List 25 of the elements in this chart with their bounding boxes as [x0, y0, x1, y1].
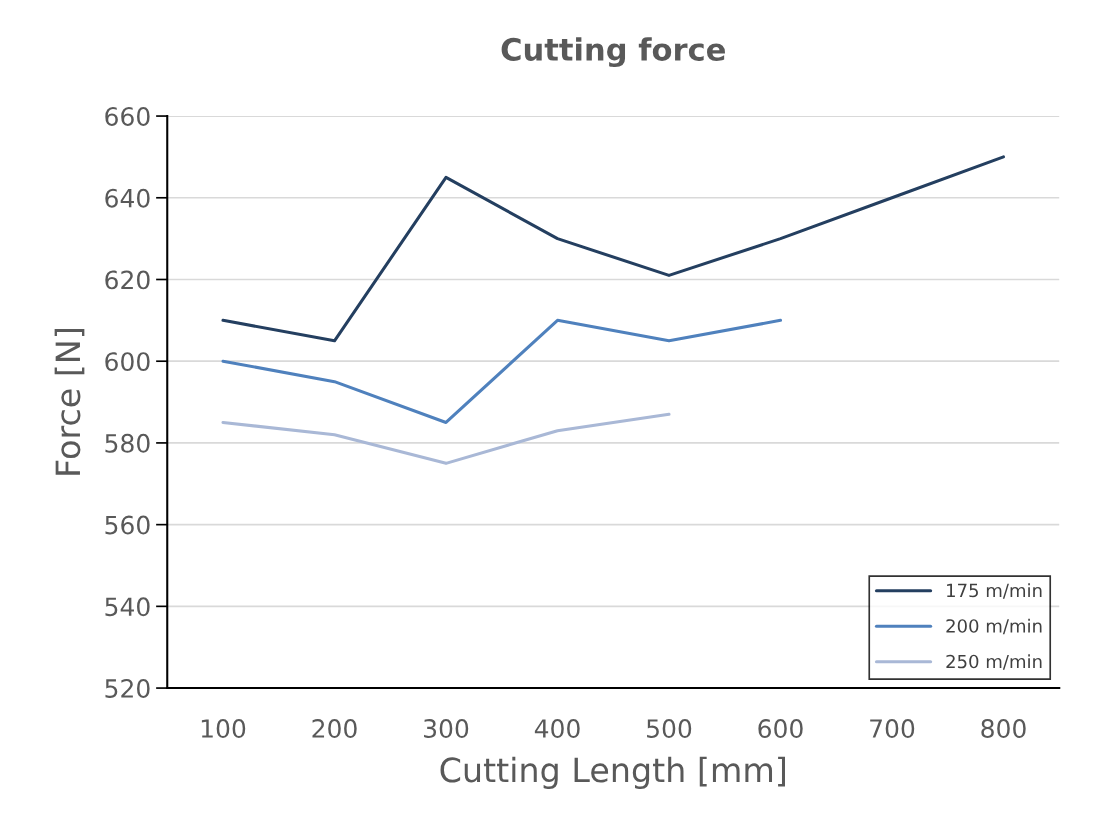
line-series [221, 412, 671, 465]
x-tick-label: 400 [534, 719, 580, 738]
y-tick-label: 580 [105, 433, 150, 453]
line-series [221, 318, 783, 425]
x-tick-label: 600 [758, 719, 803, 738]
chart-title: Cutting force [501, 37, 725, 68]
x-tick-label: 100 [201, 719, 246, 738]
x-tick-label: 200 [312, 719, 357, 738]
y-axis-title: Force [N] [54, 329, 85, 475]
y-tick-label: 620 [105, 270, 150, 290]
line-series [221, 155, 1006, 343]
legend-label: 200 m/min [946, 618, 1042, 635]
y-tick-label: 600 [105, 352, 150, 372]
y-tick-label: 560 [105, 515, 150, 535]
y-tick-label: 660 [105, 107, 150, 126]
y-tick-label: 520 [105, 679, 150, 698]
legend-label: 175 m/min [947, 583, 1042, 599]
x-tick-label: 300 [424, 719, 469, 738]
x-axis-title: Cutting Length [mm] [440, 756, 785, 789]
x-tick-label: 500 [647, 719, 692, 738]
y-tick-label: 540 [105, 597, 150, 617]
x-tick-label: 700 [870, 719, 915, 738]
legend-label: 250 m/min [946, 654, 1042, 670]
y-tick-label: 640 [105, 188, 150, 208]
x-tick-label: 800 [981, 719, 1026, 738]
